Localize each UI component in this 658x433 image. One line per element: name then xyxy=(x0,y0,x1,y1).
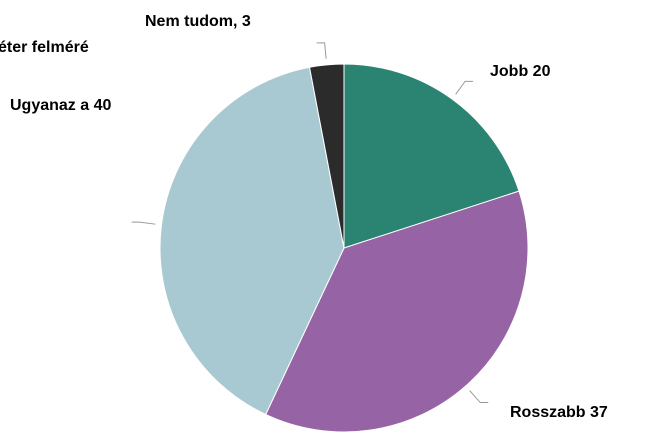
leader-line xyxy=(131,221,156,225)
leader-line xyxy=(316,42,327,59)
data-label: Rosszabb 37 xyxy=(510,404,608,421)
pie-slice xyxy=(264,190,529,433)
data-label: Nem tudom, 3 xyxy=(145,13,251,30)
pie-slice xyxy=(343,63,520,249)
chart-title: éter felméré xyxy=(0,39,89,56)
data-label: Ugyanaz a 40 xyxy=(10,97,111,114)
leader-line xyxy=(455,80,474,95)
leader-line xyxy=(469,390,489,404)
pie-slice xyxy=(159,66,345,416)
data-label: Jobb 20 xyxy=(490,63,551,80)
pie-slice xyxy=(308,63,345,249)
